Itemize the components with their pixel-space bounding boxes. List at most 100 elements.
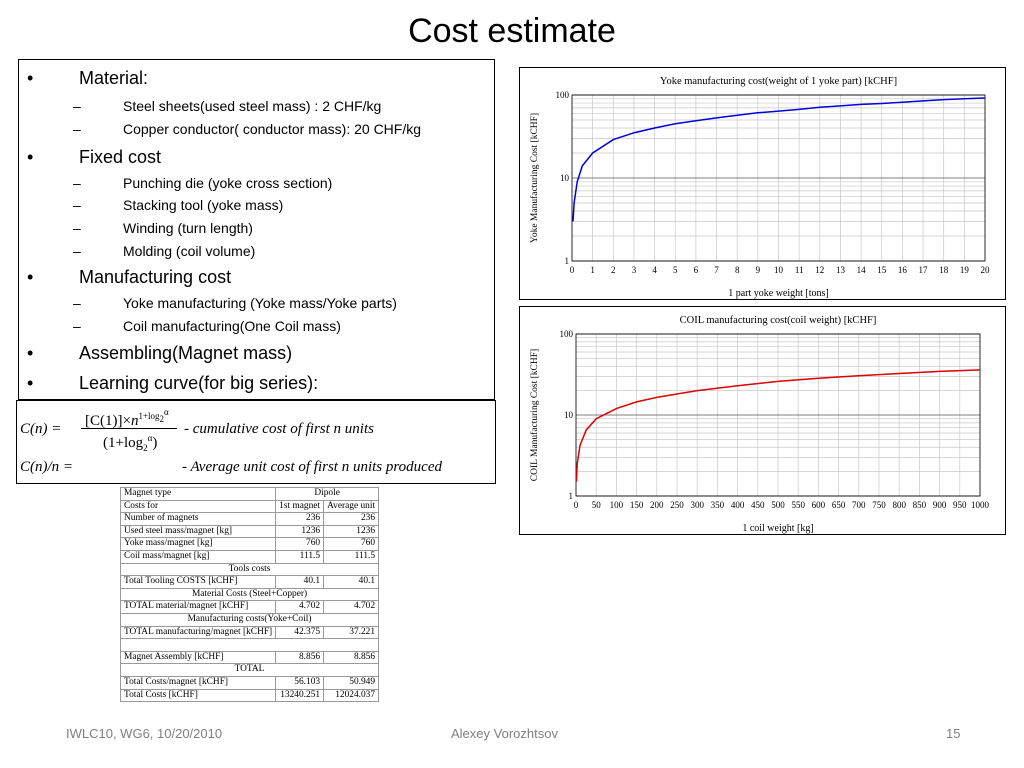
x-tick-label: 400 bbox=[731, 500, 745, 510]
row-label: Magnet type bbox=[119, 487, 277, 501]
y-tick-label: 1 bbox=[565, 256, 570, 266]
row-label: Used steel mass/magnet [kg] bbox=[119, 524, 277, 539]
x-axis-label: 1 coil weight [kg] bbox=[742, 523, 813, 534]
bullet-text: Manufacturing cost bbox=[79, 267, 232, 287]
y-axis-label: COIL Manufacturing Cost [kCHF] bbox=[529, 349, 540, 481]
row-label: TOTAL material/magnet [kCHF] bbox=[119, 600, 277, 614]
table-row: Costs for 1st magnet Average unit bbox=[119, 499, 380, 514]
x-tick-label: 1000 bbox=[971, 500, 990, 510]
footer-event: IWLC10, WG6, 10/20/2010 bbox=[66, 726, 223, 741]
table-row: Magnet Assembly [kCHF] 8.856 8.856 bbox=[119, 650, 380, 665]
x-tick-label: 20 bbox=[981, 265, 991, 275]
x-tick-label: 700 bbox=[852, 500, 866, 510]
section-label: Material Costs (Steel+Copper) bbox=[119, 587, 380, 602]
bullet-dot: • bbox=[27, 343, 34, 363]
row-label: Number of magnets bbox=[119, 512, 277, 526]
x-tick-label: 500 bbox=[771, 500, 785, 510]
bullet-text: Material: bbox=[79, 68, 149, 88]
average-unit-value: Average unit bbox=[323, 499, 380, 514]
bullet-list: • Material: – Steel sheets(used steel mass)… bbox=[18, 59, 495, 400]
table-section-header: Material Costs (Steel+Copper) bbox=[119, 587, 380, 602]
formula-lhs: C(n) = bbox=[20, 421, 62, 437]
x-tick-label: 150 bbox=[630, 500, 644, 510]
table-section-header: TOTAL bbox=[119, 663, 380, 677]
x-tick-label: 0 bbox=[570, 265, 575, 275]
y-tick-label: 10 bbox=[564, 410, 574, 420]
yoke-cost-chart-svg: 0 1 2 3 4 5 6 7 8 9 10 11 12 13 14 15 16 17 18 19 20110100Yo… bbox=[529, 76, 991, 299]
x-tick-label: 550 bbox=[791, 500, 805, 510]
y-tick-label: 10 bbox=[560, 173, 570, 183]
x-tick-label: 0 bbox=[574, 500, 579, 510]
first-magnet-value: 40.1 bbox=[275, 575, 325, 589]
first-magnet-value: 13240.251 bbox=[275, 688, 325, 703]
x-tick-label: 600 bbox=[812, 500, 826, 510]
first-magnet-value: 56.103 bbox=[275, 675, 325, 690]
bullet-text: Coil manufacturing(One Coil mass) bbox=[123, 318, 341, 334]
fraction-bar bbox=[81, 428, 177, 429]
coil-cost-chart: 0 50 100 150 200 250 300 350 400 450 500 550 600 650 7… bbox=[519, 306, 1006, 535]
bullet-dash: – bbox=[73, 295, 81, 311]
table-row: Total Costs/magnet [kCHF] 56.103 50.949 bbox=[119, 675, 380, 690]
x-tick-label: 8 bbox=[735, 265, 740, 275]
row-label: Total Costs/magnet [kCHF] bbox=[119, 675, 277, 690]
table-row: TOTAL material/magnet [kCHF] 4.702 4.702 bbox=[119, 600, 380, 614]
x-tick-label: 100 bbox=[610, 500, 624, 510]
x-tick-label: 6 bbox=[694, 265, 699, 275]
first-magnet-value: 8.856 bbox=[275, 650, 325, 665]
slide-title: Cost estimate bbox=[408, 12, 616, 50]
x-tick-label: 900 bbox=[933, 500, 947, 510]
x-tick-label: 5 bbox=[673, 265, 678, 275]
bullet-dot: • bbox=[27, 373, 34, 393]
bullet-dash: – bbox=[73, 175, 81, 191]
bullet-text: Assembling(Magnet mass) bbox=[79, 343, 293, 363]
x-tick-label: 1 bbox=[590, 265, 595, 275]
x-tick-label: 3 bbox=[632, 265, 637, 275]
x-tick-label: 450 bbox=[751, 500, 765, 510]
bullet-text: Molding (coil volume) bbox=[123, 243, 256, 259]
x-tick-label: 15 bbox=[877, 265, 887, 275]
row-label: Coil mass/magnet [kg] bbox=[119, 549, 277, 564]
x-tick-label: 9 bbox=[756, 265, 761, 275]
plot-frame bbox=[571, 94, 986, 262]
x-tick-label: 19 bbox=[960, 265, 970, 275]
first-magnet-value: 111.5 bbox=[275, 549, 325, 564]
x-tick-label: 12 bbox=[815, 265, 824, 275]
row-label: TOTAL manufacturing/magnet [kCHF] bbox=[119, 625, 277, 640]
x-tick-label: 950 bbox=[953, 500, 967, 510]
row-label: Costs for bbox=[119, 499, 277, 514]
table-row: Used steel mass/magnet [kg] 1236 1236 bbox=[119, 524, 380, 539]
table-row: Magnet type Dipole bbox=[119, 487, 380, 501]
bullet-dash: – bbox=[73, 318, 81, 334]
x-axis-label: 1 part yoke weight [tons] bbox=[728, 288, 829, 299]
cost-table: Magnet type Dipole Costs for 1st magnet Aver… bbox=[119, 487, 380, 703]
x-tick-label: 350 bbox=[711, 500, 725, 510]
x-tick-label: 7 bbox=[714, 265, 719, 275]
first-magnet-value: 760 bbox=[275, 537, 325, 551]
table-row: TOTAL manufacturing/magnet [kCHF] 42.375 3… bbox=[119, 625, 380, 640]
y-tick-label: 1 bbox=[569, 491, 574, 501]
row-label: Total Costs [kCHF] bbox=[119, 688, 277, 703]
average-unit-value: 37.221 bbox=[323, 625, 380, 640]
footer-author: Alexey Vorozhtsov bbox=[451, 726, 558, 741]
footer-page-number: 15 bbox=[946, 726, 961, 741]
x-tick-label: 250 bbox=[670, 500, 684, 510]
x-tick-label: 650 bbox=[832, 500, 846, 510]
first-magnet-value: 1236 bbox=[275, 524, 325, 539]
bullet-dash: – bbox=[73, 220, 81, 236]
bullet-dash: – bbox=[73, 197, 81, 213]
bullet-text: Copper conductor( conductor mass): 20 CH… bbox=[123, 121, 422, 137]
x-tick-label: 13 bbox=[836, 265, 846, 275]
table-row: Total Tooling COSTS [kCHF] 40.1 40.1 bbox=[119, 575, 380, 589]
row-label: Total Tooling COSTS [kCHF] bbox=[119, 575, 277, 589]
table-row: Coil mass/magnet [kg] 111.5 111.5 bbox=[119, 549, 380, 564]
table-row: Total Costs [kCHF] 13240.251 12024.037 bbox=[119, 688, 380, 703]
magnet-type-value: Dipole bbox=[275, 487, 380, 501]
average-unit-value: 1236 bbox=[323, 524, 380, 539]
x-tick-label: 750 bbox=[872, 500, 886, 510]
x-tick-label: 11 bbox=[795, 265, 804, 275]
table-row: Number of magnets 236 236 bbox=[119, 512, 380, 526]
table-section-header: Tools costs bbox=[119, 562, 380, 577]
x-tick-label: 200 bbox=[650, 500, 664, 510]
y-tick-label: 100 bbox=[556, 90, 570, 100]
average-unit-value: 4.702 bbox=[323, 600, 380, 614]
